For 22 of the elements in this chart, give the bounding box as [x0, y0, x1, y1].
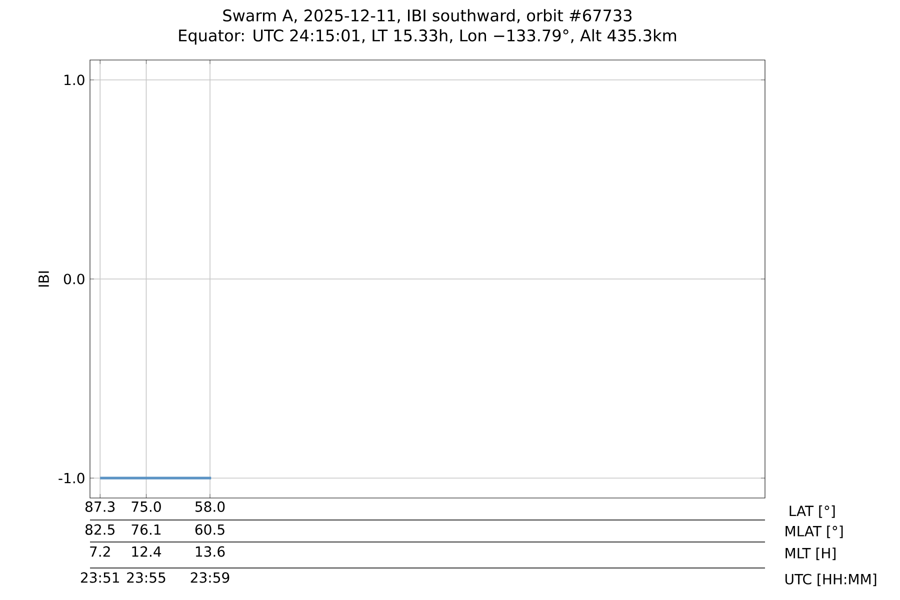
text: 60.5	[195, 524, 224, 535]
x-axis-title: LAT [°]	[790, 505, 835, 518]
text: 76.1	[132, 524, 161, 535]
chart-title: Swarm A, 2025-12-11, IBI southward, orbit #67733	[223, 9, 632, 24]
text: 23:59	[190, 572, 230, 583]
y-tick-label: -1.0	[58, 472, 84, 484]
text: MLT [H]	[786, 548, 836, 560]
text: 23:55	[127, 572, 166, 583]
chart-subtitle: Equator: UTC 24:15:01, LT 15.33h, Lon −133.79°, Alt 435.3km	[179, 29, 676, 45]
x-tick-label: 58.0	[195, 501, 225, 512]
text: MLAT [°]	[786, 526, 843, 538]
x-tick-label: 87.3	[85, 501, 115, 512]
y-tick-label: 0.0	[64, 274, 84, 284]
text: 23:51	[80, 572, 119, 583]
text: 7.2	[90, 546, 110, 557]
text: 13.6	[196, 546, 225, 557]
text: UTC [HH:MM]	[785, 574, 876, 586]
y-axis-title: IBI	[38, 271, 49, 287]
y-tick-label: 1.0	[64, 74, 84, 86]
text: 12.4	[132, 546, 162, 557]
x-tick-label: 75.0	[132, 501, 161, 512]
text: 82.5	[85, 524, 114, 535]
